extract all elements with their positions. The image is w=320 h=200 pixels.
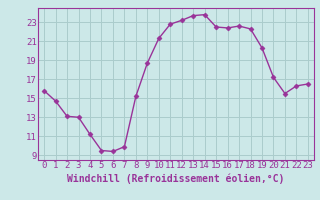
X-axis label: Windchill (Refroidissement éolien,°C): Windchill (Refroidissement éolien,°C) — [67, 173, 285, 184]
